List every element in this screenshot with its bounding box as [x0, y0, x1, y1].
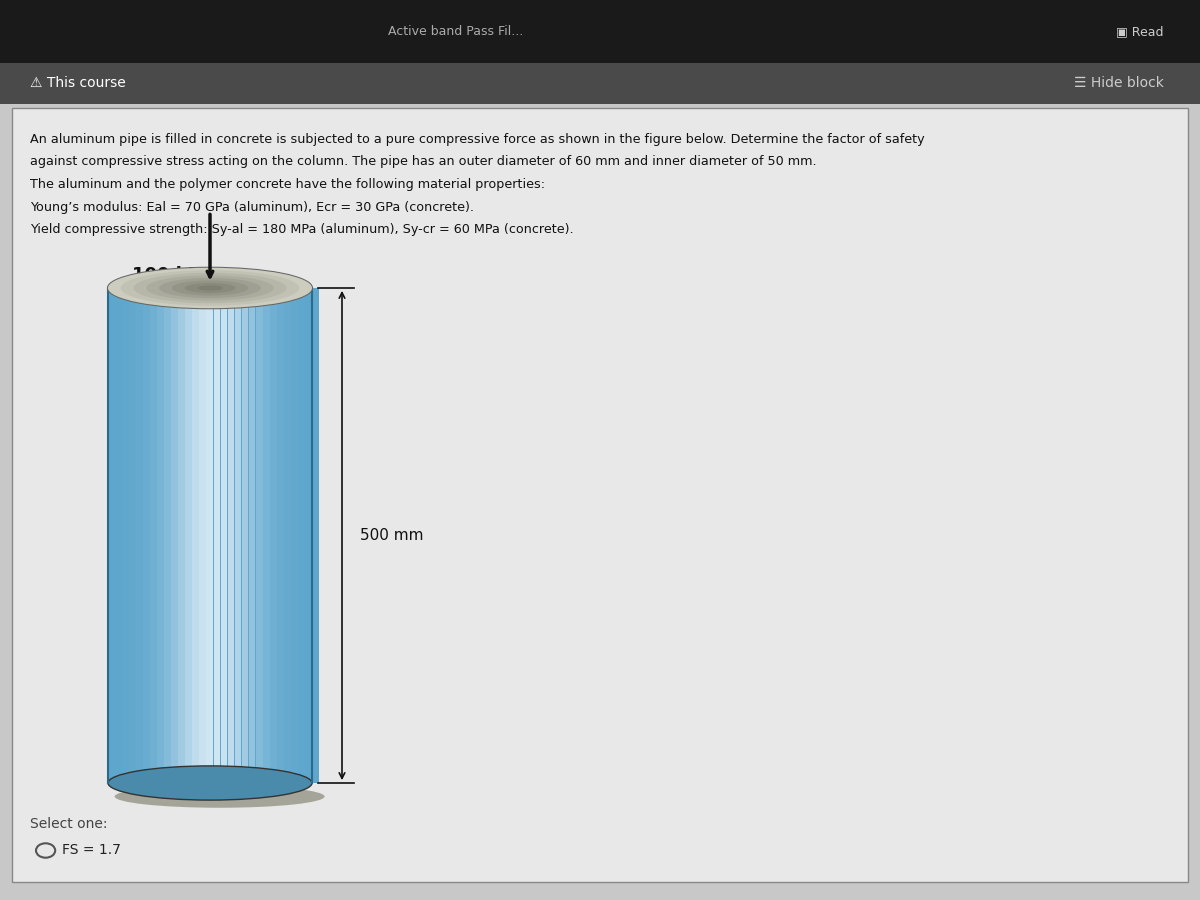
Ellipse shape	[158, 278, 262, 298]
FancyBboxPatch shape	[143, 288, 150, 783]
Text: Active band Pass Fil...: Active band Pass Fil...	[389, 25, 523, 38]
FancyBboxPatch shape	[263, 288, 270, 783]
Ellipse shape	[108, 268, 312, 308]
Text: FS = 1.7: FS = 1.7	[62, 843, 121, 858]
Text: against compressive stress acting on the column. The pipe has an outer diameter : against compressive stress acting on the…	[30, 156, 817, 168]
FancyBboxPatch shape	[235, 288, 241, 783]
FancyBboxPatch shape	[108, 288, 312, 783]
Text: ☰ Hide block: ☰ Hide block	[1074, 76, 1164, 90]
FancyBboxPatch shape	[241, 288, 248, 783]
FancyBboxPatch shape	[164, 288, 172, 783]
Text: ▣ Read: ▣ Read	[1116, 25, 1164, 38]
Text: Select one:: Select one:	[30, 816, 108, 831]
FancyBboxPatch shape	[185, 288, 192, 783]
FancyBboxPatch shape	[284, 288, 290, 783]
FancyBboxPatch shape	[172, 288, 178, 783]
Ellipse shape	[108, 268, 312, 308]
FancyBboxPatch shape	[277, 288, 283, 783]
FancyBboxPatch shape	[136, 288, 143, 783]
FancyBboxPatch shape	[270, 288, 276, 783]
FancyBboxPatch shape	[12, 108, 1188, 882]
FancyBboxPatch shape	[0, 63, 1200, 104]
FancyBboxPatch shape	[130, 288, 136, 783]
Ellipse shape	[185, 283, 235, 293]
Ellipse shape	[121, 270, 299, 306]
Ellipse shape	[133, 273, 287, 303]
Text: ⚠ This course: ⚠ This course	[30, 76, 126, 90]
FancyBboxPatch shape	[157, 288, 164, 783]
FancyBboxPatch shape	[115, 288, 122, 783]
FancyBboxPatch shape	[122, 288, 128, 783]
Ellipse shape	[172, 281, 248, 295]
Text: An aluminum pipe is filled in concrete is subjected to a pure compressive force : An aluminum pipe is filled in concrete i…	[30, 133, 925, 146]
FancyBboxPatch shape	[312, 288, 319, 783]
FancyBboxPatch shape	[108, 288, 115, 783]
Text: 100 kN: 100 kN	[132, 266, 203, 284]
FancyBboxPatch shape	[199, 288, 206, 783]
FancyBboxPatch shape	[305, 288, 312, 783]
FancyBboxPatch shape	[179, 288, 185, 783]
FancyBboxPatch shape	[290, 288, 298, 783]
Text: The aluminum and the polymer concrete have the following material properties:: The aluminum and the polymer concrete ha…	[30, 178, 545, 191]
FancyBboxPatch shape	[0, 0, 1200, 63]
Ellipse shape	[114, 785, 324, 808]
Text: Young’s modulus: Eal = 70 GPa (aluminum), Ecr = 30 GPa (concrete).: Young’s modulus: Eal = 70 GPa (aluminum)…	[30, 201, 474, 213]
FancyBboxPatch shape	[248, 288, 256, 783]
FancyBboxPatch shape	[221, 288, 227, 783]
FancyBboxPatch shape	[298, 288, 305, 783]
FancyBboxPatch shape	[256, 288, 263, 783]
Text: 500 mm: 500 mm	[360, 528, 424, 543]
Text: Yield compressive strength: Sy-al = 180 MPa (aluminum), Sy-cr = 60 MPa (concrete: Yield compressive strength: Sy-al = 180 …	[30, 223, 574, 236]
FancyBboxPatch shape	[150, 288, 157, 783]
Ellipse shape	[108, 766, 312, 800]
Ellipse shape	[146, 275, 274, 301]
FancyBboxPatch shape	[206, 288, 214, 783]
FancyBboxPatch shape	[192, 288, 199, 783]
FancyBboxPatch shape	[228, 288, 234, 783]
Ellipse shape	[197, 285, 223, 291]
FancyBboxPatch shape	[214, 288, 221, 783]
